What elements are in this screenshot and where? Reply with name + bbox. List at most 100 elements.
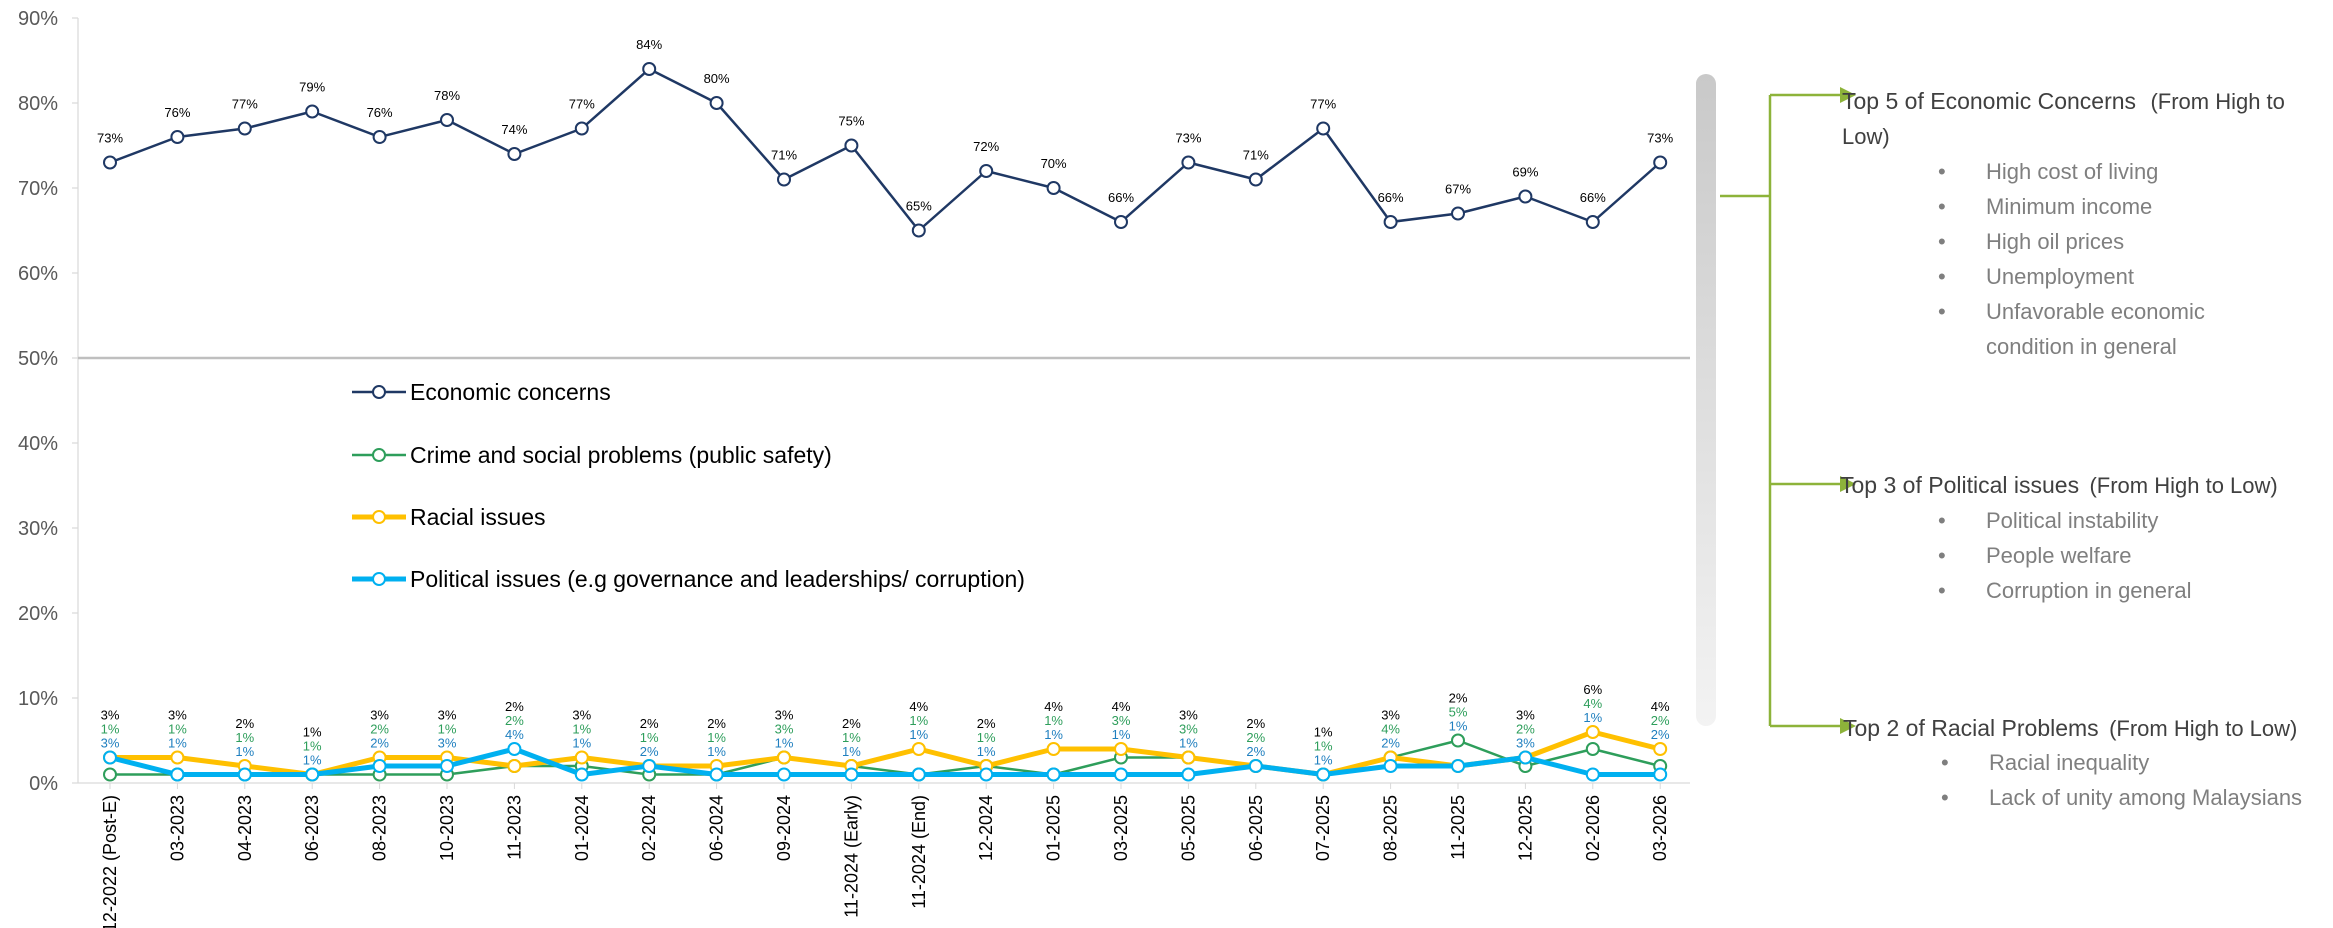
data-label: 6% (1583, 682, 1602, 697)
data-label: 3% (1179, 708, 1198, 723)
data-label: 2% (1381, 736, 1400, 751)
series-3 (103, 742, 1668, 782)
data-label: 77% (1310, 97, 1336, 112)
data-label: 1% (438, 722, 457, 737)
data-point (1653, 155, 1668, 170)
data-label: 2% (842, 716, 861, 731)
data-point (979, 164, 994, 178)
data-label: 76% (367, 105, 393, 120)
x-tick-label: 06-2024 (707, 795, 727, 861)
legend-swatch-marker (372, 448, 386, 462)
data-point (103, 750, 117, 765)
connector-arrowhead (1840, 87, 1856, 103)
data-label: 75% (838, 114, 864, 129)
connector-group (1720, 87, 1856, 734)
data-point (777, 172, 791, 187)
data-label: 70% (1041, 156, 1067, 171)
y-tick-label: 70% (18, 178, 58, 200)
data-label: 3% (438, 736, 457, 751)
y-tick-label: 80% (18, 93, 58, 115)
data-label: 4% (1112, 699, 1131, 714)
x-tick-label: 03-2026 (1650, 795, 1670, 861)
data-label: 72% (973, 139, 999, 154)
data-point (103, 767, 117, 782)
data-label: 1% (1314, 725, 1333, 740)
legend-item: Racial issues (352, 504, 546, 530)
data-label: 3% (370, 708, 389, 723)
connector-lines (1720, 87, 1856, 734)
data-label: 2% (1246, 716, 1265, 731)
data-point (709, 767, 724, 782)
data-point (1585, 725, 1600, 739)
data-label: 1% (1583, 710, 1602, 725)
data-label: 3% (101, 736, 120, 751)
data-point (642, 62, 657, 76)
data-point (170, 750, 185, 765)
data-point (1518, 189, 1533, 204)
data-point (1046, 181, 1061, 195)
data-label: 2% (370, 722, 389, 737)
data-label: 1% (1044, 713, 1063, 728)
data-label: 67% (1445, 182, 1471, 197)
y-axis: 0% 10% 20% 30% 40% 50% 60% 70% 80% 90% (18, 8, 1690, 795)
legend-item: Crime and social problems (public safety… (352, 442, 832, 468)
data-point (1585, 215, 1600, 229)
data-label: 1% (1179, 736, 1198, 751)
data-label: 2% (707, 716, 726, 731)
data-label: 4% (1583, 696, 1602, 711)
series-layer (103, 62, 1668, 782)
data-label: 4% (505, 727, 524, 742)
data-point (911, 742, 926, 756)
data-label: 1% (168, 736, 187, 751)
data-point (1451, 733, 1465, 748)
data-label: 1% (977, 744, 996, 759)
data-point (1046, 742, 1061, 756)
data-point (574, 750, 589, 765)
data-label: 3% (1179, 722, 1198, 737)
series-line (110, 729, 1661, 777)
data-label: 3% (775, 722, 794, 737)
y-tick-label: 90% (18, 8, 58, 30)
data-point (777, 767, 791, 782)
economic-panel-heading: Top 5 of Economic Concerns (From High to… (1842, 84, 2322, 154)
x-tick-label: 08-2023 (370, 795, 390, 861)
data-point (440, 759, 454, 773)
data-point (1316, 767, 1331, 782)
data-point (844, 767, 859, 782)
series-line (109, 67, 1662, 232)
x-tick-label: 11-2023 (504, 795, 524, 860)
x-tick-label: 10-2023 (437, 795, 457, 861)
racial-problem-item: Racial inequality (1941, 745, 2331, 780)
data-point (372, 130, 387, 144)
data-point (1316, 121, 1331, 136)
data-label: 77% (569, 97, 595, 112)
data-label: 4% (1651, 699, 1670, 714)
data-label: 3% (438, 708, 457, 723)
data-label: 4% (1381, 722, 1400, 737)
economic-panel-subtitle: (From High to Low) (1842, 89, 2285, 149)
data-label: 1% (303, 739, 322, 754)
data-label: 3% (1112, 713, 1131, 728)
legend: Economic concerns Crime and social proble… (352, 379, 1025, 592)
data-label: 1% (572, 722, 591, 737)
scroll-bar-track[interactable] (1694, 72, 1718, 728)
data-label: 2% (1449, 691, 1468, 706)
data-label: 1% (842, 730, 861, 745)
data-label: 2% (977, 716, 996, 731)
economic-concern-item: High oil prices (1938, 224, 2258, 259)
data-label: 1% (1044, 727, 1063, 742)
data-point (440, 113, 454, 127)
x-tick-label: 06-2023 (302, 795, 322, 861)
data-point (305, 767, 320, 782)
economic-concern-item: Unfavorable economic condition in genera… (1938, 294, 2258, 364)
x-tick-label: 05-2025 (1178, 795, 1198, 861)
data-label: 80% (704, 71, 730, 86)
y-tick-label: 60% (18, 263, 58, 285)
x-tick-label: 12-2022 (Post-E) (100, 795, 120, 928)
x-tick-label: 12-2024 (976, 795, 996, 861)
x-tick-label: 03-2025 (1111, 795, 1131, 861)
data-point (574, 121, 589, 136)
x-tick-label: 03-2023 (167, 795, 187, 861)
data-label: 1% (101, 722, 120, 737)
x-axis: 12-2022 (Post-E) 03-2023 04-2023 06-2023 08-… (100, 783, 1670, 928)
